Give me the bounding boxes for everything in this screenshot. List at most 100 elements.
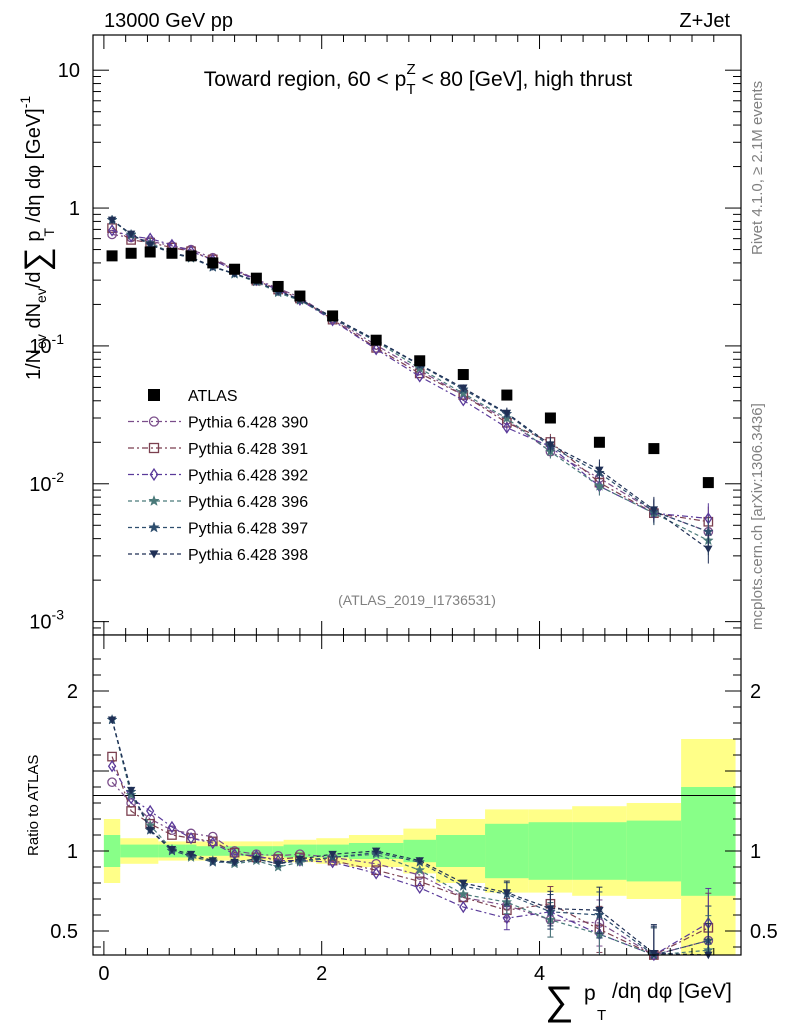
legend-label: Pythia 6.428 398 [188,547,308,564]
legend-label: Pythia 6.428 390 [188,415,308,432]
mc-point-ratio [273,860,283,868]
mc-point-ratio [414,876,425,887]
legend-label: Pythia 6.428 392 [188,468,308,485]
mc-point-main [704,545,713,554]
mc-point-ratio [459,900,468,914]
mc-point-main [595,466,604,475]
mc-point-ratio [372,867,381,880]
uncertainty-band-green [196,846,230,856]
mc-point-main [372,343,381,356]
svg-text:T: T [597,1007,606,1024]
mc-point-ratio [415,857,424,865]
mc-point-ratio [457,888,469,899]
x-tick-label: 4 [534,963,545,985]
mc-point-main [145,241,155,249]
uncertainty-band-green [528,822,573,880]
atlas-point [648,443,660,455]
uncertainty-band-green [283,844,317,858]
uncertainty-band-green [572,822,627,880]
atlas-point [544,412,556,424]
mc-point-ratio [125,789,137,800]
mc-point-main [546,441,555,449]
mc-point-main [702,525,714,537]
mc-point-main [107,216,117,225]
atlas-point [106,250,118,262]
mc-point-ratio [208,857,217,865]
series-ratio-5 [107,716,713,960]
mc-point-ratio [295,855,305,864]
atlas-point [250,272,262,284]
atlas-data-points [106,246,714,489]
mc-point-ratio [546,905,555,913]
atlas-point [207,257,219,269]
x-axis-label: ∑ p T /dη dφ [GeV] [545,979,732,1024]
legend-marker [148,416,160,427]
mc-point-main [126,230,136,239]
y-tick-label-ratio-left: 1 [67,841,78,863]
uncertainty-band-green [120,844,143,858]
mc-point-ratio [126,786,136,795]
atlas-point [370,334,382,346]
mc-point-main [459,394,468,407]
mc-point-ratio [371,847,381,856]
svg-text:/dη dφ [GeV]: /dη dφ [GeV] [612,980,732,1003]
atlas-point [229,263,241,275]
atlas-point [457,369,469,381]
mc-point-ratio [371,865,382,876]
mc-point-main [649,506,659,514]
mc-point-ratio [145,826,155,835]
mc-point-ratio [186,831,196,845]
side-label-rivet: Rivet 4.1.0, ≥ 2.1M events [749,81,766,255]
legend-marker [148,494,160,506]
atlas-point [414,355,426,367]
atlas-point [702,477,714,489]
mc-point-ratio [252,855,261,864]
series-line-ratio [111,765,709,956]
mc-point-ratio [167,820,177,834]
uncertainty-band-green [403,839,437,863]
mc-point-ratio [107,759,117,773]
y-tick-label-main: 10-2 [29,469,64,496]
mc-point-ratio [230,858,239,867]
mc-point-main [415,370,424,383]
uncertainty-band-green [681,787,736,896]
legend-label: Pythia 6.428 396 [188,494,308,511]
mc-point-ratio [649,950,659,958]
mc-point-ratio [208,836,217,850]
mc-point-ratio [146,804,155,818]
header-right-label: Z+Jet [679,10,730,32]
mc-point-ratio [107,716,117,724]
legend-marker-atlas [148,389,160,401]
legend-marker [148,442,160,454]
y-tick-label-ratio-right: 1 [750,841,761,863]
x-tick-label: 0 [98,963,109,985]
mc-point-ratio [186,850,196,859]
x-tick-label: 2 [316,963,327,985]
mc-point-main [107,229,117,240]
legend-marker [148,521,160,533]
mc-point-main [502,409,512,418]
svg-text:∑: ∑ [545,979,574,1023]
mc-point-ratio [107,777,117,788]
legend-label: Pythia 6.428 391 [188,441,308,458]
uncertainty-band-green [626,820,682,882]
mc-point-ratio [502,889,512,897]
legend-label-atlas: ATLAS [188,388,238,405]
atlas-point [166,247,178,259]
y-tick-label-ratio-right: 0.5 [750,921,778,943]
atlas-point [144,246,156,258]
mc-point-main [593,480,605,491]
mc-point-main [107,224,117,237]
atlas-point [272,280,284,292]
y-tick-label-main: 10-3 [29,607,64,634]
y-tick-label-ratio-right: 2 [750,681,761,703]
atlas-point [501,389,513,401]
y-tick-label-main: 1 [69,198,80,220]
uncertainty-band-green [103,835,121,867]
atlas-point [185,250,197,262]
mc-point-ratio [414,864,426,875]
legend-label: Pythia 6.428 397 [188,521,308,538]
uncertainty-band-green [436,835,486,867]
analysis-label: (ATLAS_2019_I1736531) [338,592,496,608]
